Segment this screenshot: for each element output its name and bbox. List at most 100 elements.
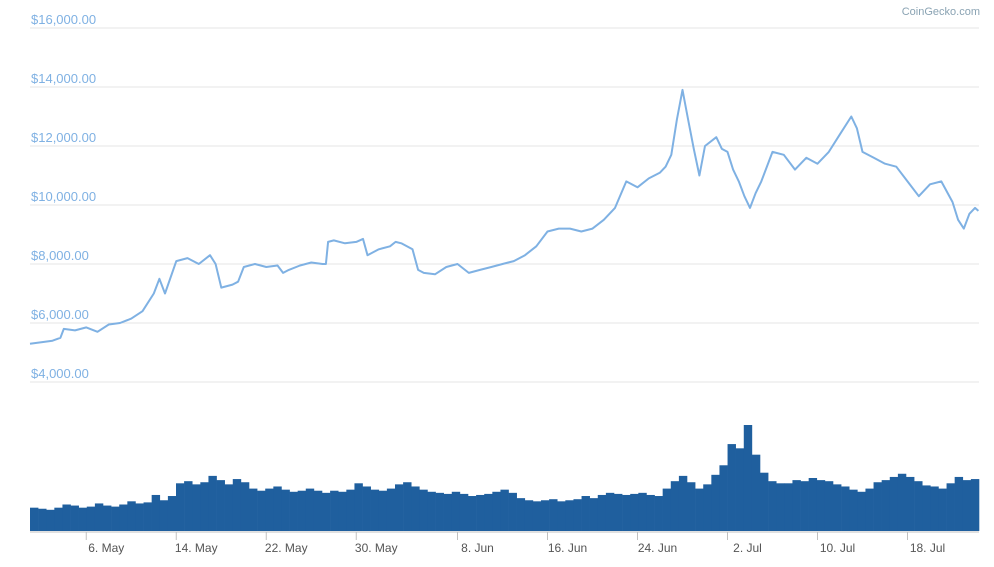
source-credit[interactable]: CoinGecko.com — [901, 6, 980, 18]
volume-bar — [70, 505, 79, 531]
volume-bar — [281, 489, 290, 531]
volume-bar — [524, 500, 534, 531]
volume-bar — [930, 486, 939, 531]
volume-bar — [151, 494, 161, 531]
volume-bar — [395, 484, 404, 531]
volume-bar — [784, 483, 793, 531]
volume-bar — [86, 506, 96, 531]
volume-bar — [38, 508, 47, 531]
volume-bar — [532, 501, 542, 531]
x-tick-label: 30. May — [355, 541, 398, 555]
volume-bar — [703, 484, 712, 531]
volume-bar — [62, 504, 71, 531]
volume-bar — [224, 484, 234, 531]
volume-bar — [970, 479, 980, 531]
volume-bar — [111, 506, 120, 531]
volume-bar — [833, 484, 842, 531]
volume-bar — [46, 509, 55, 531]
volume-bar — [646, 494, 655, 531]
volume-bar — [695, 488, 704, 531]
volume-bar — [411, 486, 420, 531]
volume-bar — [176, 483, 185, 531]
volume-bar — [727, 444, 736, 531]
y-tick-label: $8,000.00 — [31, 248, 89, 263]
volume-bar — [768, 481, 777, 531]
volume-bar — [273, 486, 282, 531]
volume-bar — [589, 498, 599, 531]
volume-bar — [662, 488, 672, 531]
volume-bar — [208, 475, 217, 531]
volume-bar — [508, 492, 517, 531]
volume-bar — [459, 493, 469, 531]
x-tick-label: 18. Jul — [910, 541, 945, 555]
volume-bar — [484, 493, 493, 531]
volume-bar — [451, 491, 461, 531]
volume-bar — [435, 492, 444, 531]
x-tick-label: 6. May — [88, 541, 124, 555]
volume-bar — [735, 448, 745, 531]
volume-bar — [240, 482, 250, 531]
price-series — [29, 88, 980, 345]
volume-bar — [541, 500, 550, 531]
volume-bar — [386, 488, 396, 531]
volume-bar — [330, 490, 339, 531]
volume-bar — [605, 492, 615, 531]
volume-bar — [614, 493, 623, 531]
volume-bar — [338, 491, 347, 531]
y-tick-label: $10,000.00 — [31, 189, 96, 204]
volume-bar — [370, 489, 380, 531]
volume-bar — [500, 489, 509, 531]
volume-bar — [192, 484, 201, 531]
x-tick-label: 8. Jun — [461, 541, 494, 555]
volume-bar — [849, 489, 858, 531]
volume-bar — [808, 478, 818, 531]
volume-bar — [962, 480, 972, 531]
volume-bar — [419, 489, 428, 531]
volume-bar — [322, 492, 331, 531]
volume-bar — [403, 482, 412, 531]
volume-bar — [581, 496, 590, 531]
y-tick-label: $4,000.00 — [31, 366, 89, 381]
volume-bar — [143, 502, 152, 531]
volume-bar — [751, 454, 761, 531]
volume-bar — [354, 483, 363, 531]
volume-bar — [167, 496, 177, 531]
volume-bar — [265, 488, 274, 531]
volume-bar — [200, 482, 209, 531]
volume-bar — [914, 481, 923, 531]
volume-bar — [816, 480, 826, 531]
volume-bar — [476, 494, 485, 531]
volume-bar — [249, 488, 258, 531]
y-tick-label: $12,000.00 — [31, 130, 96, 145]
volume-bars — [30, 425, 980, 531]
volume-bar — [565, 500, 574, 531]
volume-bar — [922, 485, 931, 531]
volume-bar — [289, 491, 298, 531]
volume-bar — [881, 480, 891, 531]
volume-bar — [468, 496, 477, 531]
y-axis-labels: $16,000.00 $14,000.00 $12,000.00 $10,000.00… — [31, 12, 96, 381]
volume-bar — [216, 480, 225, 531]
volume-bar — [670, 481, 680, 531]
volume-bar — [824, 481, 834, 531]
volume-bar — [906, 476, 915, 531]
x-tick-label: 14. May — [175, 541, 218, 555]
price-line — [29, 88, 980, 345]
x-tick-label: 16. Jun — [548, 541, 587, 555]
volume-bar — [841, 486, 850, 531]
volume-bar — [719, 465, 728, 531]
y-tick-label: $16,000.00 — [31, 12, 96, 27]
volume-bar — [54, 507, 63, 531]
y-tick-label: $6,000.00 — [31, 307, 89, 322]
volume-bar — [897, 473, 907, 531]
x-tick-label: 10. Jul — [820, 541, 855, 555]
volume-bar — [257, 490, 266, 531]
volume-bar — [159, 500, 169, 531]
volume-bar — [557, 501, 566, 531]
volume-bar — [378, 490, 388, 531]
volume-bar — [678, 475, 688, 531]
volume-bar — [687, 482, 696, 531]
grid-lines — [30, 27, 979, 383]
volume-bar — [184, 481, 193, 531]
